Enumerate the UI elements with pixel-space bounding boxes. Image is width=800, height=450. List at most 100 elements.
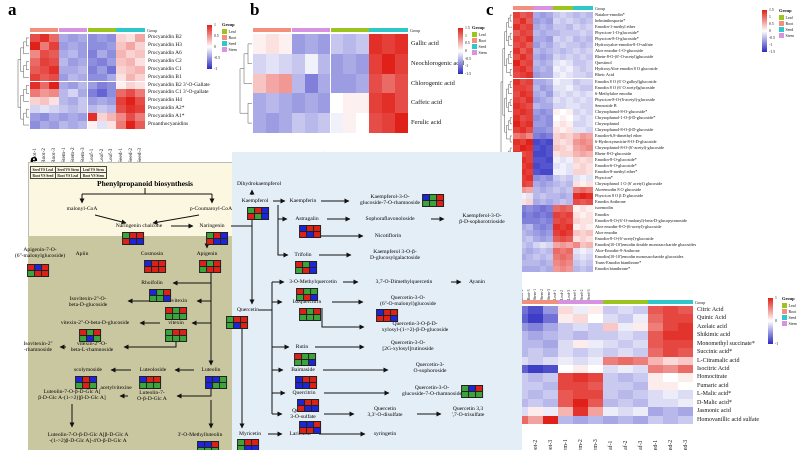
legend-color-swatch — [779, 15, 784, 20]
row-label: L-Citramalic acid — [697, 357, 740, 364]
heatmap-cell — [49, 65, 59, 74]
heatmap-cell — [330, 93, 344, 114]
heatmap-cell — [559, 247, 567, 254]
heatmap-cell — [539, 138, 547, 145]
down-regulated-cell — [129, 238, 137, 245]
heatmap-cell — [618, 331, 633, 340]
heatmap-cell — [559, 241, 567, 248]
heatmap-cell — [106, 41, 117, 50]
unchanged-cell — [247, 207, 255, 214]
heatmap-cell — [559, 90, 567, 97]
heatmap-cell — [356, 53, 370, 74]
heatmap-cell — [546, 60, 553, 67]
colorbar-tick-label: -1.5 — [465, 72, 472, 76]
heatmap-cell — [526, 12, 533, 19]
heatmap-cell — [648, 365, 663, 374]
heatmap-cell — [566, 114, 573, 121]
heatmap-cell — [533, 96, 540, 103]
pathway-node-lut: Luteolin — [201, 366, 221, 373]
heatmap-cell — [573, 365, 588, 374]
heatmap-cell — [559, 235, 567, 242]
heatmap-cell — [539, 199, 547, 206]
pathway-node-k37: Kaempferol-3-O- glucoside-7-O-rhamnoside — [360, 193, 420, 206]
unchanged-cell — [301, 353, 309, 360]
fold-change-grid — [237, 439, 259, 450]
up-regulated-cell — [294, 353, 302, 360]
colorbar-tick-label: 1.5 — [465, 26, 470, 30]
heatmap-cell — [58, 81, 69, 90]
heatmap-cell — [559, 84, 567, 91]
heatmap-cell — [553, 181, 560, 188]
heatmap-cell — [106, 49, 117, 58]
heatmap-cell — [135, 49, 145, 58]
heatmap-cell — [588, 314, 603, 323]
unchanged-cell — [475, 391, 483, 398]
heatmap-cell — [519, 247, 527, 254]
heatmap-cell — [618, 373, 633, 382]
up-regulated-cell — [383, 309, 391, 316]
column-label: Leaf-3 — [637, 440, 644, 450]
fold-change-grid — [294, 353, 316, 366]
heatmap-cell — [125, 105, 136, 114]
heatmap-cell — [559, 199, 567, 206]
heatmap-cell — [513, 114, 520, 121]
heatmap-cell — [553, 84, 560, 91]
heatmap-cell — [106, 57, 117, 66]
heatmap-cell — [382, 113, 396, 133]
heatmap-cell — [49, 57, 59, 66]
heatmap-cell — [533, 229, 540, 236]
heatmap-cell — [77, 121, 88, 129]
row-label: Emodin-8-O-(6'-O-malonyl)-beta-D-glucopy… — [595, 217, 687, 223]
down-regulated-cell — [204, 441, 212, 448]
heatmap-cell — [533, 138, 540, 145]
group-annotation-segment — [58, 28, 88, 32]
pathway-node-i2r: Isovitexin-2'' -rhamnoside — [23, 340, 53, 353]
heatmap-cell — [343, 93, 357, 114]
row-label: Rheic Acid — [595, 72, 615, 78]
down-regulated-cell — [163, 295, 171, 302]
row-label: Emodin(10-10')emodin monosaccharide gluc… — [595, 253, 684, 259]
heatmap-cell — [253, 73, 266, 94]
heatmap-cell — [77, 73, 88, 82]
heatmap-cell — [559, 138, 567, 145]
up-regulated-cell — [306, 427, 314, 434]
column-label: Seed-1 — [573, 289, 578, 300]
heatmap-cell — [546, 265, 553, 272]
up-regulated-cell — [309, 382, 317, 389]
heatmap-cell — [603, 365, 618, 374]
heatmap-cell — [533, 211, 540, 218]
up-regulated-cell — [240, 322, 248, 329]
heatmap-cell — [546, 90, 553, 97]
heatmap-cell — [678, 339, 693, 349]
heatmap-cell — [533, 48, 540, 55]
row-label: Homocitrate — [697, 374, 727, 381]
heatmap-cell — [265, 93, 279, 114]
down-regulated-cell — [34, 264, 42, 271]
heatmap-cell — [559, 217, 567, 224]
legend-title: Group — [782, 296, 795, 301]
heatmap-cell — [633, 314, 648, 323]
heatmap-cell — [533, 175, 540, 182]
heatmap-cell — [39, 57, 50, 66]
group-annotation-segment — [116, 28, 145, 32]
heatmap-cell — [539, 30, 547, 37]
heatmap-cell — [58, 89, 69, 98]
heatmap-cell — [539, 42, 547, 49]
heatmap-cell — [106, 97, 117, 106]
heatmap-cell — [68, 34, 78, 42]
heatmap-cell — [526, 54, 533, 61]
fold-change-grid — [144, 260, 166, 273]
heatmap-cell — [526, 181, 533, 188]
heatmap-cell — [58, 57, 69, 66]
unchanged-cell — [306, 308, 314, 315]
group-annotation-segment — [533, 6, 553, 10]
legend-item-label: Stem — [478, 50, 487, 55]
heatmap-cell — [330, 34, 344, 54]
heatmap-cell — [586, 60, 593, 67]
heatmap-cell — [558, 314, 573, 323]
up-regulated-cell — [146, 376, 154, 383]
heatmap-cell — [633, 348, 648, 357]
row-label: Succinic acid* — [697, 349, 733, 356]
heatmap-cell — [533, 18, 540, 25]
up-regulated-cell — [313, 421, 321, 428]
